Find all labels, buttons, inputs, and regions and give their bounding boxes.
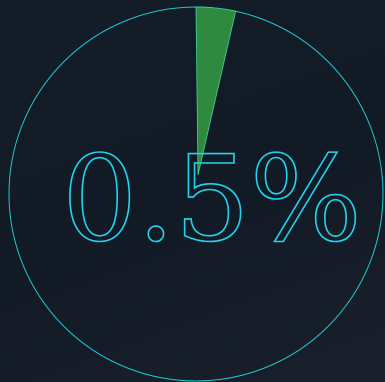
gauge-progress-wedge: [195, 6, 237, 176]
percentage-label: 0.5%: [62, 130, 362, 268]
